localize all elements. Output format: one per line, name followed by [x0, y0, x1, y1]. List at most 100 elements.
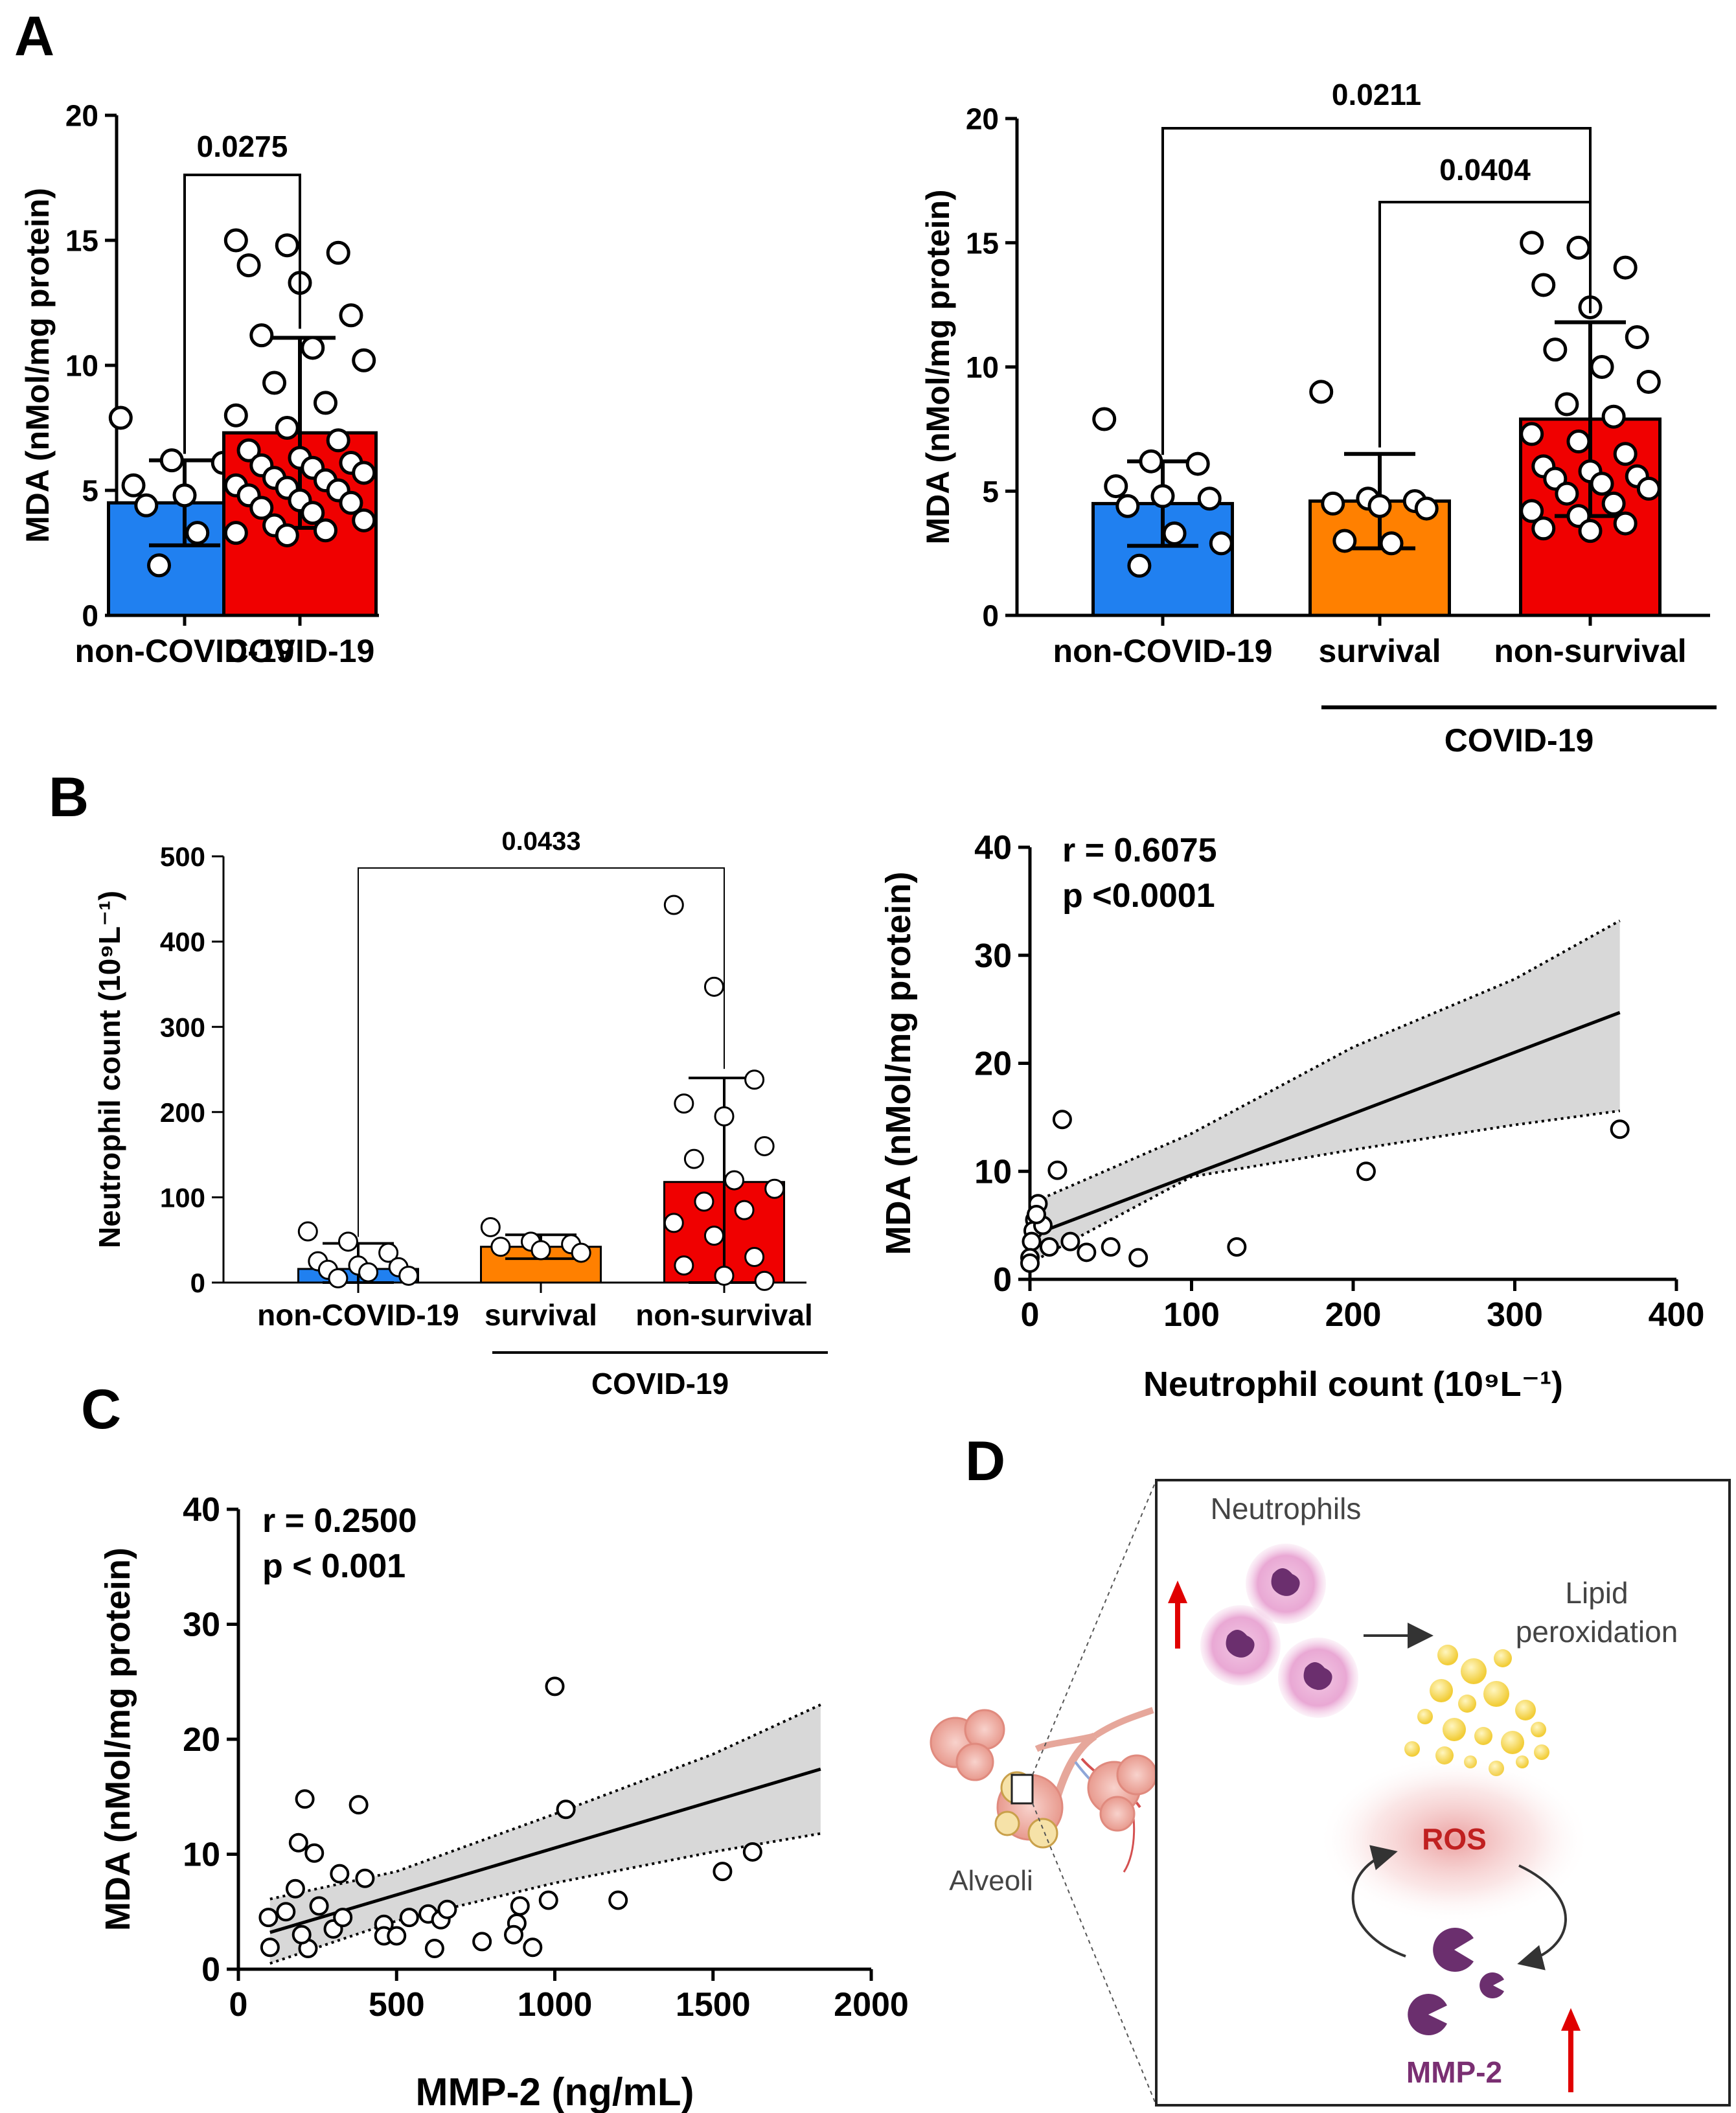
neutrophils-label: Neutrophils — [1211, 1492, 1362, 1525]
stat-label: r = 0.2500 — [262, 1502, 417, 1540]
y-tick-label: 400 — [160, 927, 205, 957]
data-point — [223, 228, 248, 253]
data-point — [288, 1833, 308, 1853]
alveoli-graphic: Alveoli — [930, 1707, 1158, 1897]
p-value-label: 0.0404 — [1439, 153, 1531, 187]
y-tick-label: 0 — [993, 1261, 1012, 1299]
data-point — [1520, 231, 1544, 255]
data-point — [424, 1939, 444, 1959]
data-point — [764, 1178, 785, 1199]
data-point — [1566, 235, 1591, 260]
y-tick-label: 5 — [82, 474, 98, 508]
category-label: survival — [1318, 633, 1441, 669]
neutrophil-cell-icon — [1278, 1638, 1358, 1718]
data-point — [1625, 325, 1649, 349]
data-point — [249, 496, 274, 520]
y-tick-label: 5 — [982, 475, 999, 508]
increase-arrow-icon — [1561, 2008, 1581, 2092]
ci-upper-line — [269, 1703, 821, 1901]
data-point — [223, 403, 248, 428]
data-point — [1590, 472, 1614, 496]
y-tick-label: 10 — [974, 1153, 1012, 1191]
data-point — [1520, 422, 1544, 446]
significance-bracket — [358, 867, 725, 1237]
data-point — [297, 1221, 318, 1242]
x-tick-label: 200 — [1325, 1296, 1382, 1334]
data-point — [1127, 553, 1152, 578]
regression-line — [1029, 1011, 1621, 1238]
y-tick-label: 0 — [982, 599, 999, 633]
data-point — [358, 1262, 379, 1283]
data-point — [1026, 1204, 1046, 1224]
data-point — [1162, 521, 1187, 545]
data-point — [510, 1896, 530, 1916]
chart-a-mda-covid: 0 5 10 15 20 MDA (nMol/mg protein) non-COVID-1… — [19, 99, 379, 669]
data-point — [330, 1864, 350, 1884]
ros-label: ROS — [1422, 1822, 1487, 1856]
data-point — [1077, 1242, 1097, 1262]
data-point — [399, 1908, 419, 1928]
data-point — [326, 240, 350, 265]
y-tick-label: 20 — [183, 1721, 220, 1759]
data-point — [147, 553, 172, 578]
data-point — [663, 895, 684, 915]
data-point — [1601, 404, 1626, 429]
y-tick-label: 100 — [160, 1183, 205, 1213]
data-point — [1092, 407, 1117, 431]
p-value-label: 0.0433 — [501, 827, 580, 856]
x-tick-label: 0 — [1021, 1296, 1040, 1334]
category-label: non-COVID-19 — [1053, 633, 1273, 669]
data-point — [1531, 273, 1556, 297]
data-point — [1613, 511, 1638, 536]
data-point — [285, 1879, 305, 1899]
data-point — [713, 1862, 733, 1882]
data-point — [1332, 529, 1357, 553]
data-point — [1185, 451, 1210, 476]
x-tick-label: 500 — [369, 1986, 425, 2024]
data-point — [236, 253, 261, 278]
data-point — [1520, 499, 1544, 523]
data-point — [724, 1170, 745, 1191]
y-tick-label: 0 — [82, 599, 98, 633]
data-point — [260, 1937, 280, 1958]
data-point — [1060, 1231, 1080, 1251]
data-point — [1197, 486, 1222, 511]
y-axis-label: MDA (nMol/mg protein) — [879, 872, 918, 1255]
x-tick-label: 0 — [229, 1986, 248, 2024]
data-point — [1610, 1119, 1630, 1139]
data-point — [674, 1093, 694, 1114]
data-point — [744, 1069, 765, 1090]
x-tick-label: 400 — [1649, 1296, 1705, 1334]
data-point — [249, 323, 274, 348]
data-point — [258, 1908, 279, 1928]
data-point — [348, 1795, 369, 1815]
data-point — [1227, 1237, 1247, 1257]
significance-bracket — [1378, 201, 1592, 448]
data-point — [734, 1200, 755, 1220]
y-tick-label: 20 — [65, 99, 98, 133]
panel-d-illustration: Alveoli Neutrophils Lipid — [930, 1479, 1731, 2107]
data-point — [339, 490, 363, 515]
data-point — [333, 1908, 353, 1928]
data-point — [304, 1843, 325, 1863]
data-point — [663, 1213, 684, 1233]
category-label: non-COVID-19 — [257, 1298, 459, 1332]
data-point — [328, 1268, 348, 1288]
ci-upper-line — [1029, 919, 1621, 1205]
stat-label: r = 0.6075 — [1062, 832, 1217, 869]
data-point — [398, 1265, 419, 1286]
chart-c-mda-vs-mmp2: 0 10 20 30 40 0 500 1000 1500 2000 MMP-2 (ng/mL) MD… — [98, 1491, 909, 2113]
group-label: COVID-19 — [591, 1367, 729, 1400]
y-tick-label: 40 — [974, 829, 1012, 867]
x-tick-label: 2000 — [834, 1986, 909, 2024]
data-point — [1039, 1237, 1059, 1257]
data-point — [1321, 491, 1345, 516]
data-point — [744, 1247, 765, 1268]
data-point — [275, 523, 299, 547]
category-label: COVID-19 — [225, 633, 375, 669]
data-point — [337, 1231, 358, 1252]
chart-b-neutrophil-count: 0 100 200 300 400 500 Neutrophil count (10⁹L⁻¹… — [93, 827, 828, 1400]
data-point — [1414, 496, 1439, 521]
data-point — [472, 1932, 492, 1952]
